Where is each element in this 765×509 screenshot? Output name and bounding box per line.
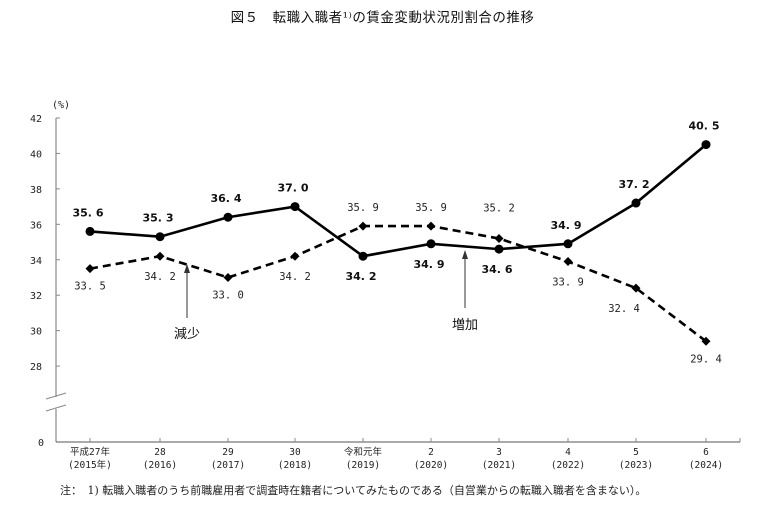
x-tick-sublabel: (2024)	[689, 460, 723, 471]
data-label-increase: 34. 6	[482, 263, 513, 276]
data-label-decrease: 33. 5	[74, 281, 106, 293]
x-tick-label: 平成27年	[70, 446, 110, 458]
data-point-increase	[426, 239, 436, 249]
data-point-increase	[358, 251, 368, 261]
data-point-increase	[631, 198, 641, 208]
arrowhead-icon	[462, 250, 468, 259]
x-tick-sublabel: (2018)	[278, 460, 312, 471]
axis-break-mark	[45, 404, 67, 412]
data-point-increase	[494, 244, 504, 254]
x-tick-label: 2	[428, 447, 434, 458]
data-label-increase: 35. 6	[73, 206, 104, 219]
y-tick-label: 28	[30, 362, 42, 373]
x-tick-label: 5	[633, 447, 639, 458]
data-point-increase	[85, 226, 95, 236]
y-tick-label: 32	[30, 291, 42, 302]
x-tick-sublabel: (2017)	[211, 460, 245, 471]
x-tick-sublabel: (2020)	[414, 460, 448, 471]
data-label-increase: 40. 5	[689, 120, 720, 133]
x-tick-sublabel: (2016)	[143, 460, 177, 471]
x-tick-sublabel: (2023)	[619, 460, 653, 471]
x-tick-label: 6	[703, 447, 709, 458]
series-line-increase	[89, 143, 707, 258]
x-tick-sublabel: (2021)	[482, 460, 516, 471]
y-tick-label: 36	[30, 220, 42, 231]
data-label-decrease: 33. 9	[552, 277, 584, 289]
data-point-decrease	[426, 221, 436, 231]
x-tick-label: 28	[154, 447, 166, 458]
data-point-decrease	[631, 283, 641, 293]
x-tick-label: 30	[289, 447, 301, 458]
x-tick-sublabel: (2015年)	[68, 459, 112, 471]
x-tick-sublabel: (2019)	[346, 460, 380, 471]
data-point-decrease	[85, 264, 95, 274]
data-label-decrease: 29. 4	[690, 353, 722, 365]
x-tick-label: 3	[496, 447, 502, 458]
y-tick-label: 38	[30, 185, 42, 196]
x-tick-sublabel: (2022)	[551, 460, 585, 471]
data-label-increase: 37. 0	[278, 182, 309, 195]
chart-title: 図５ 転職入職者¹⁾の賃金変動状況別割合の推移	[230, 10, 535, 26]
data-point-increase	[701, 140, 711, 150]
y-tick-label: 0	[38, 438, 44, 449]
data-point-decrease	[494, 233, 504, 243]
data-label-decrease: 32. 4	[608, 303, 640, 315]
data-label-increase: 37. 2	[619, 178, 650, 191]
data-point-increase	[290, 202, 300, 212]
data-label-increase: 35. 3	[143, 212, 174, 225]
y-tick-label: 40	[30, 149, 42, 160]
y-axis-unit: (%)	[52, 100, 70, 111]
annotation-increase: 増加	[452, 318, 478, 333]
y-tick-label: 30	[30, 327, 42, 338]
annotation-decrease: 減少	[174, 326, 200, 342]
data-point-decrease	[155, 251, 165, 261]
data-point-decrease	[358, 221, 368, 231]
data-label-decrease: 35. 9	[415, 202, 447, 214]
data-label-increase: 34. 9	[551, 219, 582, 232]
data-label-increase: 36. 4	[211, 192, 242, 205]
x-tick-label: 29	[222, 447, 234, 458]
footnote: 注： 1) 転職入職者のうち前職雇用者で調査時在籍者についてみたものである（自営…	[60, 484, 647, 497]
data-label-decrease: 35. 2	[483, 202, 515, 214]
data-label-decrease: 33. 0	[212, 289, 244, 301]
data-label-decrease: 34. 2	[144, 271, 176, 283]
arrowhead-icon	[184, 264, 190, 273]
data-point-decrease	[563, 257, 573, 267]
y-tick-label: 34	[30, 256, 42, 267]
data-label-decrease: 35. 9	[347, 202, 379, 214]
data-point-increase	[563, 239, 573, 249]
data-point-increase	[155, 232, 165, 242]
axis-break-mark	[45, 392, 67, 400]
data-point-decrease	[223, 272, 233, 282]
data-label-increase: 34. 2	[346, 270, 377, 283]
data-point-decrease	[290, 251, 300, 261]
data-point-decrease	[701, 336, 711, 346]
data-point-increase	[223, 212, 233, 222]
data-label-decrease: 34. 2	[279, 271, 311, 283]
data-label-increase: 34. 9	[414, 258, 445, 271]
x-tick-label: 令和元年	[344, 446, 383, 458]
series-line-decrease	[89, 224, 707, 343]
y-tick-label: 42	[30, 114, 42, 125]
x-tick-label: 4	[565, 447, 571, 458]
